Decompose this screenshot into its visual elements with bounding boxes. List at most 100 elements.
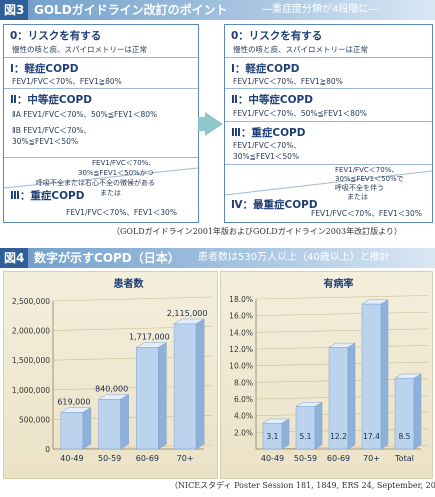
bar-front <box>136 347 159 450</box>
stage-desc: FEV1/FVC＜70%、FEV1＜30% <box>66 208 177 217</box>
figure3-title: GOLDガイドライン改訂のポイント <box>34 3 228 17</box>
y-tick-label: 8.0% <box>234 378 253 387</box>
bar <box>394 373 422 450</box>
stage-2: Ⅱ：中等症COPD FEV1/FVC＜70%、50%≦FEV1＜80% <box>225 89 432 122</box>
bar-front <box>295 406 316 450</box>
bar-side <box>195 318 205 450</box>
stage-2: Ⅱ：中等症COPD ⅡA FEV1/FVC＜70%、50%≦FEV1＜80% Ⅱ… <box>4 89 198 158</box>
x-tick-label: 40-49 <box>261 454 284 463</box>
figure4-badge: 図4 <box>0 248 29 268</box>
chart-title: 有病率 <box>324 277 354 290</box>
data-label: 8.5 <box>399 432 411 441</box>
stage-0: 0：リスクを有する 慢性の咳と痰、スパイロメトリーは正常 <box>4 25 198 58</box>
stage-divider-diagonal <box>225 170 432 196</box>
stage-1: Ⅰ：軽症COPD FEV1/FVC＜70%、FEV1≧80% <box>4 58 198 89</box>
gridline <box>255 295 429 300</box>
stage-0: 0：リスクを有する 慢性の咳と痰、スパイロメトリーは正常 <box>225 25 432 58</box>
data-label: 12.2 <box>330 432 347 441</box>
patients-chart: 患者数 0 500,000 1,000,000 1,500,000 2,000,000 2,… <box>12 277 213 463</box>
figure4-source: （NICEスタディ Poster Session 181, 1849, ERS … <box>170 481 435 490</box>
x-tick-label: 50-59 <box>294 454 317 463</box>
stage-title: Ⅱ：中等症COPD <box>231 94 313 106</box>
stage-desc: 慢性の咳と痰、スパイロメトリーは正常 <box>233 45 368 54</box>
figure4-subtitle: 患者数は530万人以上（40歳以上）と推計 <box>198 252 390 263</box>
data-label: 2,115,000 <box>167 309 208 318</box>
bar-side <box>380 299 389 450</box>
prevalence-chart: 有病率 2.0% 4.0% 6.0% 8.0% 10.0% 12.0% 14.0% 16.0% 1… <box>229 277 429 463</box>
stage-title: Ⅲ：重症COPD <box>231 127 306 139</box>
stage-1: Ⅰ：軽症COPD FEV1/FVC＜70%、FEV1≧80% <box>225 58 432 89</box>
stage-title: 0：リスクを有する <box>231 30 323 42</box>
bar <box>262 418 290 450</box>
stage-4: FEV1/FVC＜70%、 30%≦FEV1＜50%で 呼吸不全を伴う または … <box>225 165 432 222</box>
stage-desc: 30%≦FEV1＜50%で <box>335 175 404 183</box>
stage-desc: 30%≦FEV1＜50% <box>12 137 79 146</box>
x-tick-label: 70+ <box>177 454 194 463</box>
y-tick-label: 0 <box>45 445 50 454</box>
y-tick-label: 16.0% <box>229 312 253 321</box>
x-tick-label: 40-49 <box>60 454 83 463</box>
stage-title: 0：リスクを有する <box>10 30 102 42</box>
stage-desc: 慢性の咳と痰、スパイロメトリーは正常 <box>12 45 147 54</box>
stage-desc: または <box>100 189 121 197</box>
stage-desc: ⅡA FEV1/FVC＜70%、50%≦FEV1＜80% <box>12 110 158 119</box>
bar-front <box>361 303 382 450</box>
stage-desc: FEV1/FVC＜70%、50%≦FEV1＜80% <box>233 109 367 118</box>
bar-side <box>413 373 422 450</box>
stage-desc: 呼吸不全または右心不全の徴候がある <box>36 179 155 187</box>
bar-front <box>60 412 84 450</box>
x-tick-label: 60-69 <box>327 454 350 463</box>
stage-3: Ⅲ：重症COPD FEV1/FVC＜70%、 30%≦FEV1＜50% <box>225 122 432 165</box>
data-label: 619,000 <box>57 398 90 407</box>
bar <box>328 342 356 450</box>
stage-desc: FEV1/FVC＜70%、 <box>92 159 156 167</box>
chart-title: 患者数 <box>114 277 145 290</box>
data-label: 17.4 <box>363 432 380 441</box>
bar-side <box>281 418 290 450</box>
y-tick-label: 6.0% <box>234 395 253 404</box>
y-tick-label: 10.0% <box>229 362 253 371</box>
y-tick-label: 12.0% <box>229 345 253 354</box>
figure3-source: （GOLDガイドライン2001年版およびGOLDガイドライン2003年改訂版より… <box>112 227 402 236</box>
stage-desc: 30%≦FEV1＜50% <box>233 152 300 161</box>
stage-desc: FEV1/FVC＜70%、FEV1≧80% <box>233 77 343 86</box>
data-label: 3.1 <box>267 432 279 441</box>
data-label: 840,000 <box>95 384 128 393</box>
y-tick-label: 2.0% <box>234 428 253 437</box>
figure3-subtitle: ―重症度分類が4段階に― <box>262 4 379 15</box>
gold-2003-panel: 0：リスクを有する 慢性の咳と痰、スパイロメトリーは正常 Ⅰ：軽症COPD FE… <box>224 24 433 223</box>
data-label: 5.1 <box>300 432 312 441</box>
y-tick-label: 18.0% <box>229 295 253 304</box>
stage-divider-diagonal <box>4 167 198 189</box>
bar <box>361 299 389 450</box>
bar-front <box>173 323 197 450</box>
stage-title: Ⅱ：中等症COPD <box>10 94 92 106</box>
stage-3: FEV1/FVC＜70%、 30%≦FEV1＜50%かつ 呼吸不全または右心不全… <box>4 158 198 222</box>
bar <box>173 318 206 450</box>
stage-title: Ⅰ：軽症COPD <box>10 63 79 75</box>
stage-desc: FEV1/FVC＜70%、FEV1＜30% <box>311 209 422 218</box>
figure3-badge: 図3 <box>0 0 29 20</box>
stage-title: Ⅲ：重症COPD <box>10 190 85 202</box>
y-tick-label: 4.0% <box>234 412 253 421</box>
arrow-body <box>198 117 207 131</box>
bar <box>59 407 92 450</box>
bar-side <box>120 394 129 450</box>
y-tick-label: 1,000,000 <box>12 386 50 395</box>
x-tick-label: 60-69 <box>136 454 159 463</box>
bar-side <box>158 342 167 450</box>
x-tick-label: 50-59 <box>98 454 121 463</box>
x-tick-label: Total <box>394 454 414 463</box>
gridline <box>255 311 429 316</box>
bar <box>97 394 130 450</box>
bar-side <box>314 401 323 450</box>
gridline <box>52 296 213 302</box>
y-tick-label: 1,500,000 <box>12 356 50 365</box>
y-tick-label: 500,000 <box>19 415 50 424</box>
y-tick-label: 2,500,000 <box>12 297 50 306</box>
x-tick-label: 70+ <box>363 454 380 463</box>
stage-desc: 30%≦FEV1＜50%かつ <box>78 169 154 177</box>
gridline <box>255 328 429 333</box>
bar-front <box>98 399 121 450</box>
stage-desc: FEV1/FVC＜70%、FEV1≧80% <box>12 77 122 86</box>
